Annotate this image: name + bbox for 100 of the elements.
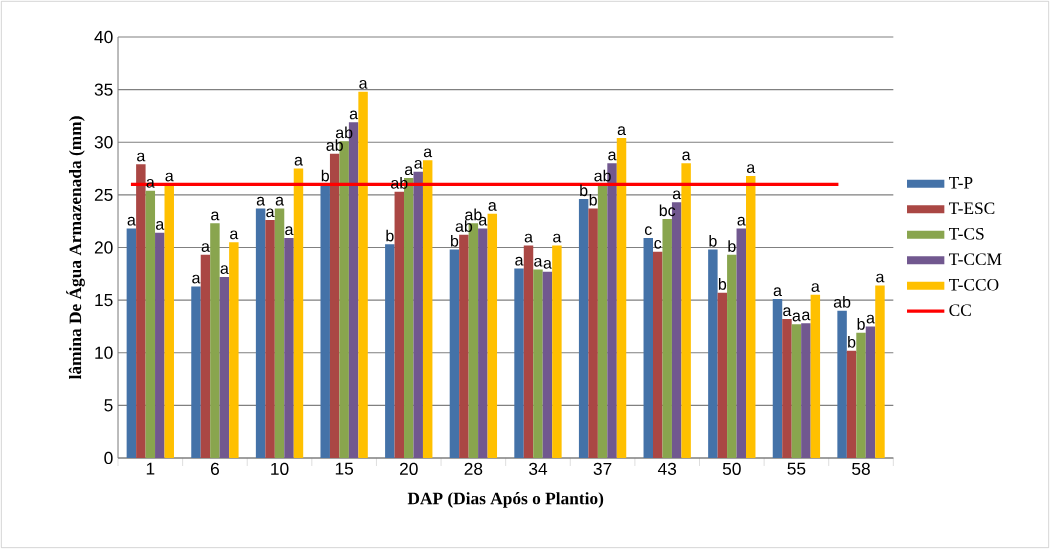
data-label: b bbox=[728, 240, 736, 252]
data-label: c bbox=[644, 226, 652, 236]
bar bbox=[597, 184, 608, 458]
bar bbox=[449, 249, 460, 458]
bar bbox=[210, 223, 220, 458]
data-label: a bbox=[404, 166, 414, 176]
data-label: a bbox=[137, 152, 146, 162]
bar bbox=[229, 242, 239, 458]
data-label: a bbox=[783, 307, 792, 317]
data-label: a bbox=[553, 233, 562, 243]
bar bbox=[662, 219, 672, 458]
x-tick-label: 37 bbox=[593, 462, 612, 475]
data-label: a bbox=[682, 151, 691, 161]
data-label: ab bbox=[455, 220, 473, 232]
data-label: a bbox=[524, 233, 533, 243]
data-label: a bbox=[211, 211, 220, 221]
data-label: b bbox=[718, 278, 727, 290]
data-label: c bbox=[654, 240, 662, 249]
legend-label: CC bbox=[949, 304, 971, 317]
y-tick-label: 10 bbox=[95, 346, 113, 359]
bar bbox=[413, 171, 423, 458]
x-axis-title: DAP (Dias Após o Plantio) bbox=[407, 492, 604, 508]
bar bbox=[164, 184, 174, 458]
data-label: b bbox=[857, 318, 865, 330]
data-label: a bbox=[201, 243, 210, 252]
data-label: b bbox=[321, 169, 329, 182]
x-tick-label: 50 bbox=[722, 462, 741, 475]
data-label: a bbox=[192, 274, 201, 284]
data-label: b bbox=[589, 193, 597, 206]
data-label: a bbox=[811, 283, 820, 292]
y-tick-label: 15 bbox=[95, 294, 113, 307]
bar bbox=[320, 184, 330, 458]
bar bbox=[736, 228, 746, 458]
bar bbox=[422, 160, 433, 458]
bar bbox=[136, 164, 146, 458]
data-label: ab bbox=[833, 295, 851, 308]
data-label: a bbox=[220, 265, 229, 275]
bar bbox=[459, 234, 469, 458]
bar bbox=[514, 268, 524, 458]
bar bbox=[523, 245, 534, 458]
bar bbox=[542, 271, 553, 458]
x-tick-label: 1 bbox=[146, 462, 155, 475]
data-label: a bbox=[275, 196, 284, 206]
bar bbox=[746, 175, 756, 458]
x-tick-label: 34 bbox=[529, 462, 548, 475]
x-tick-label: 6 bbox=[210, 462, 219, 475]
legend-label: T-CS bbox=[948, 227, 984, 240]
bar bbox=[837, 310, 847, 458]
x-tick-label: 15 bbox=[335, 462, 354, 475]
bar bbox=[394, 191, 405, 458]
bar bbox=[145, 190, 156, 458]
x-tick-label: 55 bbox=[787, 462, 806, 475]
data-label: a bbox=[266, 208, 275, 218]
data-label: a bbox=[515, 256, 524, 266]
data-label: a bbox=[876, 273, 885, 283]
bar bbox=[717, 292, 728, 458]
data-label: ab bbox=[391, 177, 408, 189]
bar bbox=[782, 319, 792, 458]
data-label: a bbox=[127, 216, 136, 226]
bar bbox=[191, 286, 201, 458]
legend-label: T-P bbox=[948, 177, 973, 189]
bar bbox=[126, 228, 137, 458]
bar bbox=[865, 326, 876, 458]
bar bbox=[487, 213, 498, 458]
data-label: a bbox=[792, 312, 801, 322]
bar bbox=[791, 324, 802, 458]
data-label: a bbox=[285, 226, 294, 236]
bar bbox=[155, 232, 165, 458]
data-label: b bbox=[580, 184, 588, 197]
bar bbox=[478, 228, 488, 458]
x-tick-label: 58 bbox=[852, 462, 870, 475]
data-label: a bbox=[256, 196, 266, 206]
data-label: a bbox=[156, 221, 165, 230]
bar bbox=[772, 299, 783, 458]
x-tick-label: 28 bbox=[464, 462, 483, 475]
data-label: a bbox=[866, 314, 875, 324]
data-label: a bbox=[737, 216, 746, 226]
data-label: a bbox=[773, 287, 782, 297]
data-label: a bbox=[802, 311, 811, 321]
y-tick-label: 40 bbox=[94, 30, 113, 44]
bar bbox=[219, 276, 230, 458]
bar bbox=[274, 208, 285, 458]
bar bbox=[200, 254, 211, 458]
y-tick-label: 20 bbox=[94, 241, 113, 254]
data-label: b bbox=[386, 229, 394, 242]
bar bbox=[801, 323, 811, 458]
y-tick-label: 0 bbox=[104, 451, 113, 465]
data-label: b bbox=[709, 234, 717, 247]
bar bbox=[643, 238, 653, 458]
bar bbox=[588, 208, 598, 458]
bar bbox=[856, 332, 866, 458]
data-label: a bbox=[359, 80, 368, 89]
x-tick-label: 10 bbox=[271, 462, 289, 475]
bar bbox=[265, 220, 275, 458]
data-label: a bbox=[543, 259, 552, 269]
data-label: a bbox=[672, 190, 682, 200]
x-tick-label: 20 bbox=[399, 462, 418, 475]
bar bbox=[329, 153, 340, 458]
bar bbox=[293, 168, 304, 458]
data-label: a bbox=[230, 230, 239, 240]
